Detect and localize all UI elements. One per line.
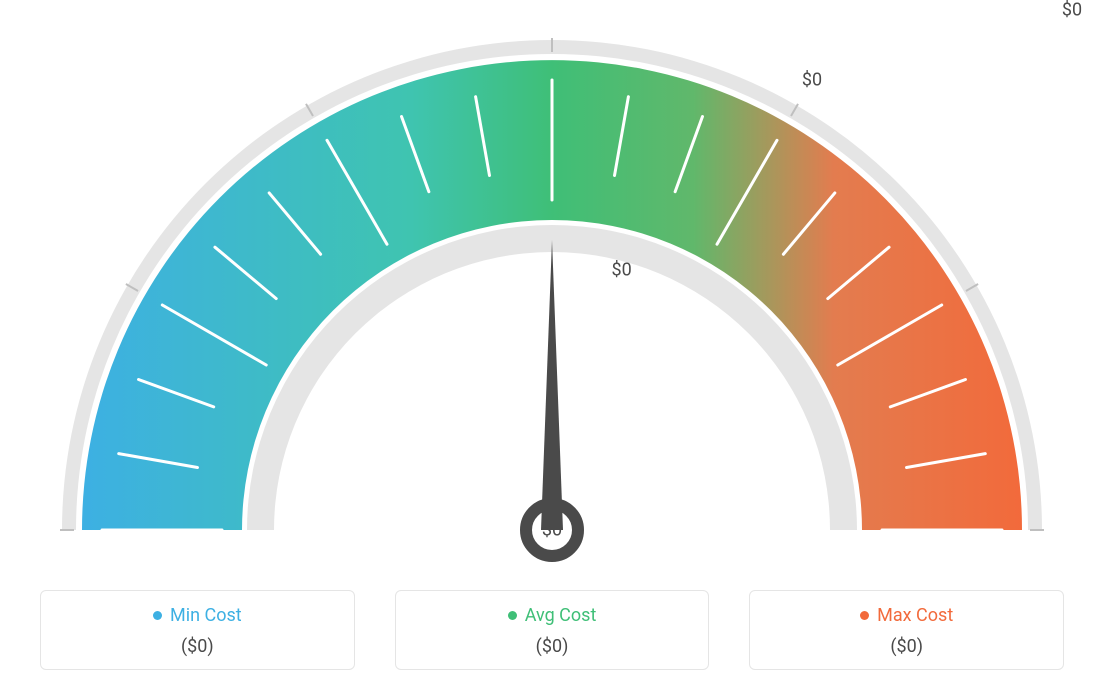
legend-dot-avg bbox=[508, 611, 517, 620]
legend-value-min: ($0) bbox=[51, 636, 344, 657]
gauge-svg bbox=[32, 10, 1072, 570]
legend-dot-min bbox=[153, 611, 162, 620]
legend-label-avg: Avg Cost bbox=[525, 605, 597, 626]
legend-label-max: Max Cost bbox=[877, 605, 953, 626]
legend-title-min: Min Cost bbox=[153, 605, 242, 626]
scale-label: $0 bbox=[542, 520, 562, 541]
legend-card-max: Max Cost ($0) bbox=[749, 590, 1064, 670]
legend-card-avg: Avg Cost ($0) bbox=[395, 590, 710, 670]
legend-value-max: ($0) bbox=[760, 636, 1053, 657]
legend-card-min: Min Cost ($0) bbox=[40, 590, 355, 670]
legend-title-avg: Avg Cost bbox=[508, 605, 597, 626]
gauge-chart bbox=[32, 10, 1072, 570]
scale-label: $0 bbox=[612, 260, 632, 281]
scale-label: $0 bbox=[802, 69, 822, 90]
legend-label-min: Min Cost bbox=[170, 605, 242, 626]
legend-row: Min Cost ($0) Avg Cost ($0) Max Cost ($0… bbox=[40, 590, 1064, 670]
scale-label: $0 bbox=[1062, 0, 1082, 21]
legend-dot-max bbox=[860, 611, 869, 620]
legend-value-avg: ($0) bbox=[406, 636, 699, 657]
legend-title-max: Max Cost bbox=[860, 605, 953, 626]
